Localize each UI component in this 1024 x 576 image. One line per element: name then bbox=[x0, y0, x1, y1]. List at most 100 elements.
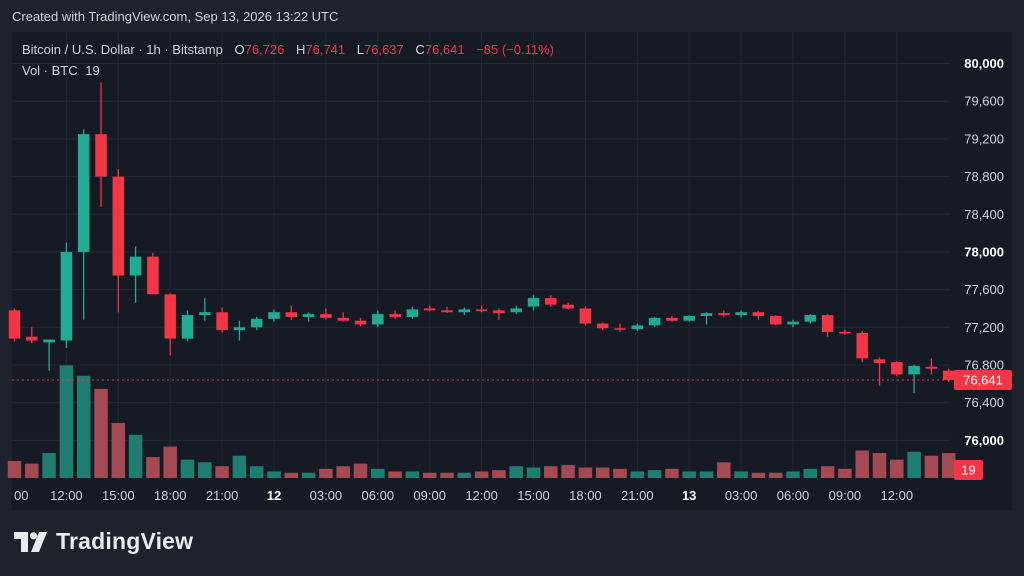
candle bbox=[614, 323, 626, 332]
price-tick-label: 79,200 bbox=[964, 131, 1004, 146]
candle-body bbox=[942, 370, 955, 380]
candle-body bbox=[475, 309, 488, 311]
candle-body bbox=[406, 309, 419, 317]
time-tick-label: 13 bbox=[682, 488, 696, 503]
candle-body bbox=[700, 313, 713, 316]
candle-body bbox=[631, 325, 644, 330]
time-tick-label: 18:00 bbox=[569, 488, 602, 503]
price-tick-label: 77,600 bbox=[964, 282, 1004, 297]
time-tick-label: 09:00 bbox=[413, 488, 446, 503]
volume-bar bbox=[440, 472, 454, 478]
candle bbox=[596, 322, 609, 331]
candle bbox=[164, 293, 176, 356]
high-label: H bbox=[295, 42, 306, 57]
volume-bar bbox=[578, 467, 593, 478]
candle bbox=[250, 316, 263, 331]
candle-body bbox=[458, 309, 471, 313]
last-volume-badge bbox=[954, 460, 983, 480]
candle-body bbox=[164, 294, 176, 339]
candle-body bbox=[199, 312, 211, 316]
time-tick-label: 06:00 bbox=[777, 488, 810, 503]
candle bbox=[320, 308, 332, 320]
candle-body bbox=[925, 366, 938, 369]
candle-body bbox=[423, 308, 436, 311]
symbol-title[interactable]: Bitcoin / U.S. Dollar · 1h · Bitstamp bbox=[22, 42, 223, 57]
candle-body bbox=[839, 332, 851, 334]
volume-bar bbox=[872, 453, 887, 478]
candle bbox=[406, 306, 419, 319]
candle bbox=[821, 314, 834, 337]
volume-bar bbox=[838, 468, 852, 478]
change-value: −85 (−0.11%) bbox=[476, 42, 554, 57]
candle-body bbox=[545, 298, 557, 305]
tradingview-logo[interactable]: TradingView bbox=[14, 528, 193, 555]
candle bbox=[423, 305, 436, 312]
volume-bar bbox=[647, 470, 662, 478]
volume-bar bbox=[405, 471, 420, 478]
volume-bar bbox=[7, 460, 22, 478]
candle-body bbox=[26, 336, 38, 341]
volume-bar bbox=[768, 472, 783, 478]
volume-bar bbox=[492, 470, 506, 478]
volume-bar bbox=[907, 451, 921, 478]
candle bbox=[337, 312, 349, 322]
ohlc-legend: Bitcoin / U.S. Dollar · 1h · Bitstamp O7… bbox=[22, 42, 554, 57]
time-tick-label: 21:00 bbox=[206, 488, 239, 503]
candle-body bbox=[285, 312, 298, 317]
candle-body bbox=[8, 310, 21, 339]
candle-body bbox=[354, 320, 367, 325]
volume-bar bbox=[751, 472, 766, 478]
volume-bar bbox=[595, 467, 610, 478]
price-tick-label: 76,000 bbox=[964, 433, 1004, 448]
volume-bar bbox=[526, 467, 541, 478]
time-tick-label: 00 bbox=[14, 488, 28, 503]
candle-body bbox=[752, 312, 765, 316]
volume-bar bbox=[353, 463, 368, 478]
candle-body bbox=[510, 308, 522, 313]
candle bbox=[147, 252, 159, 295]
candle-body bbox=[718, 313, 730, 316]
candle bbox=[804, 314, 817, 324]
candle bbox=[112, 169, 125, 313]
grid-lines bbox=[5, 32, 950, 480]
volume-bar bbox=[803, 468, 818, 478]
volume-bar bbox=[699, 471, 714, 478]
time-scale: 00 12:00 15:00 18:00 21:00 12 03:00 06:00 09:00 1… bbox=[14, 488, 913, 503]
candle bbox=[268, 309, 280, 322]
candle-body bbox=[614, 328, 626, 330]
candle-body bbox=[873, 359, 886, 364]
volume-bars bbox=[7, 365, 956, 478]
time-tick-label: 12 bbox=[267, 488, 281, 503]
candle-body bbox=[804, 315, 817, 322]
volume-label[interactable]: Vol · BTC bbox=[22, 63, 78, 78]
time-tick-label: 12:00 bbox=[881, 488, 914, 503]
candle bbox=[458, 307, 471, 316]
volume-bar bbox=[422, 472, 437, 478]
volume-bar bbox=[544, 466, 558, 478]
time-tick-label: 18:00 bbox=[154, 488, 187, 503]
candle bbox=[856, 331, 868, 363]
candle-body bbox=[216, 312, 228, 331]
volume-bar bbox=[128, 434, 143, 478]
candle-body bbox=[683, 315, 695, 321]
candle bbox=[735, 310, 747, 318]
tradingview-logo-icon bbox=[14, 531, 47, 552]
time-tick-label: 21:00 bbox=[621, 488, 654, 503]
candle bbox=[752, 311, 765, 320]
candle-body bbox=[891, 362, 903, 375]
candle bbox=[718, 310, 730, 317]
open-value: 76,726 bbox=[244, 42, 285, 57]
price-tick-label: 76,800 bbox=[964, 357, 1004, 372]
candle-body bbox=[441, 310, 453, 313]
price-tick-label: 78,800 bbox=[964, 169, 1004, 184]
candle bbox=[8, 308, 21, 342]
candle-body bbox=[337, 317, 349, 321]
candle bbox=[233, 320, 246, 341]
time-tick-label: 06:00 bbox=[362, 488, 395, 503]
candle bbox=[475, 305, 488, 313]
candle bbox=[95, 82, 107, 207]
volume-bar bbox=[180, 459, 195, 478]
candle-body bbox=[648, 317, 661, 326]
volume-bar bbox=[474, 471, 489, 478]
